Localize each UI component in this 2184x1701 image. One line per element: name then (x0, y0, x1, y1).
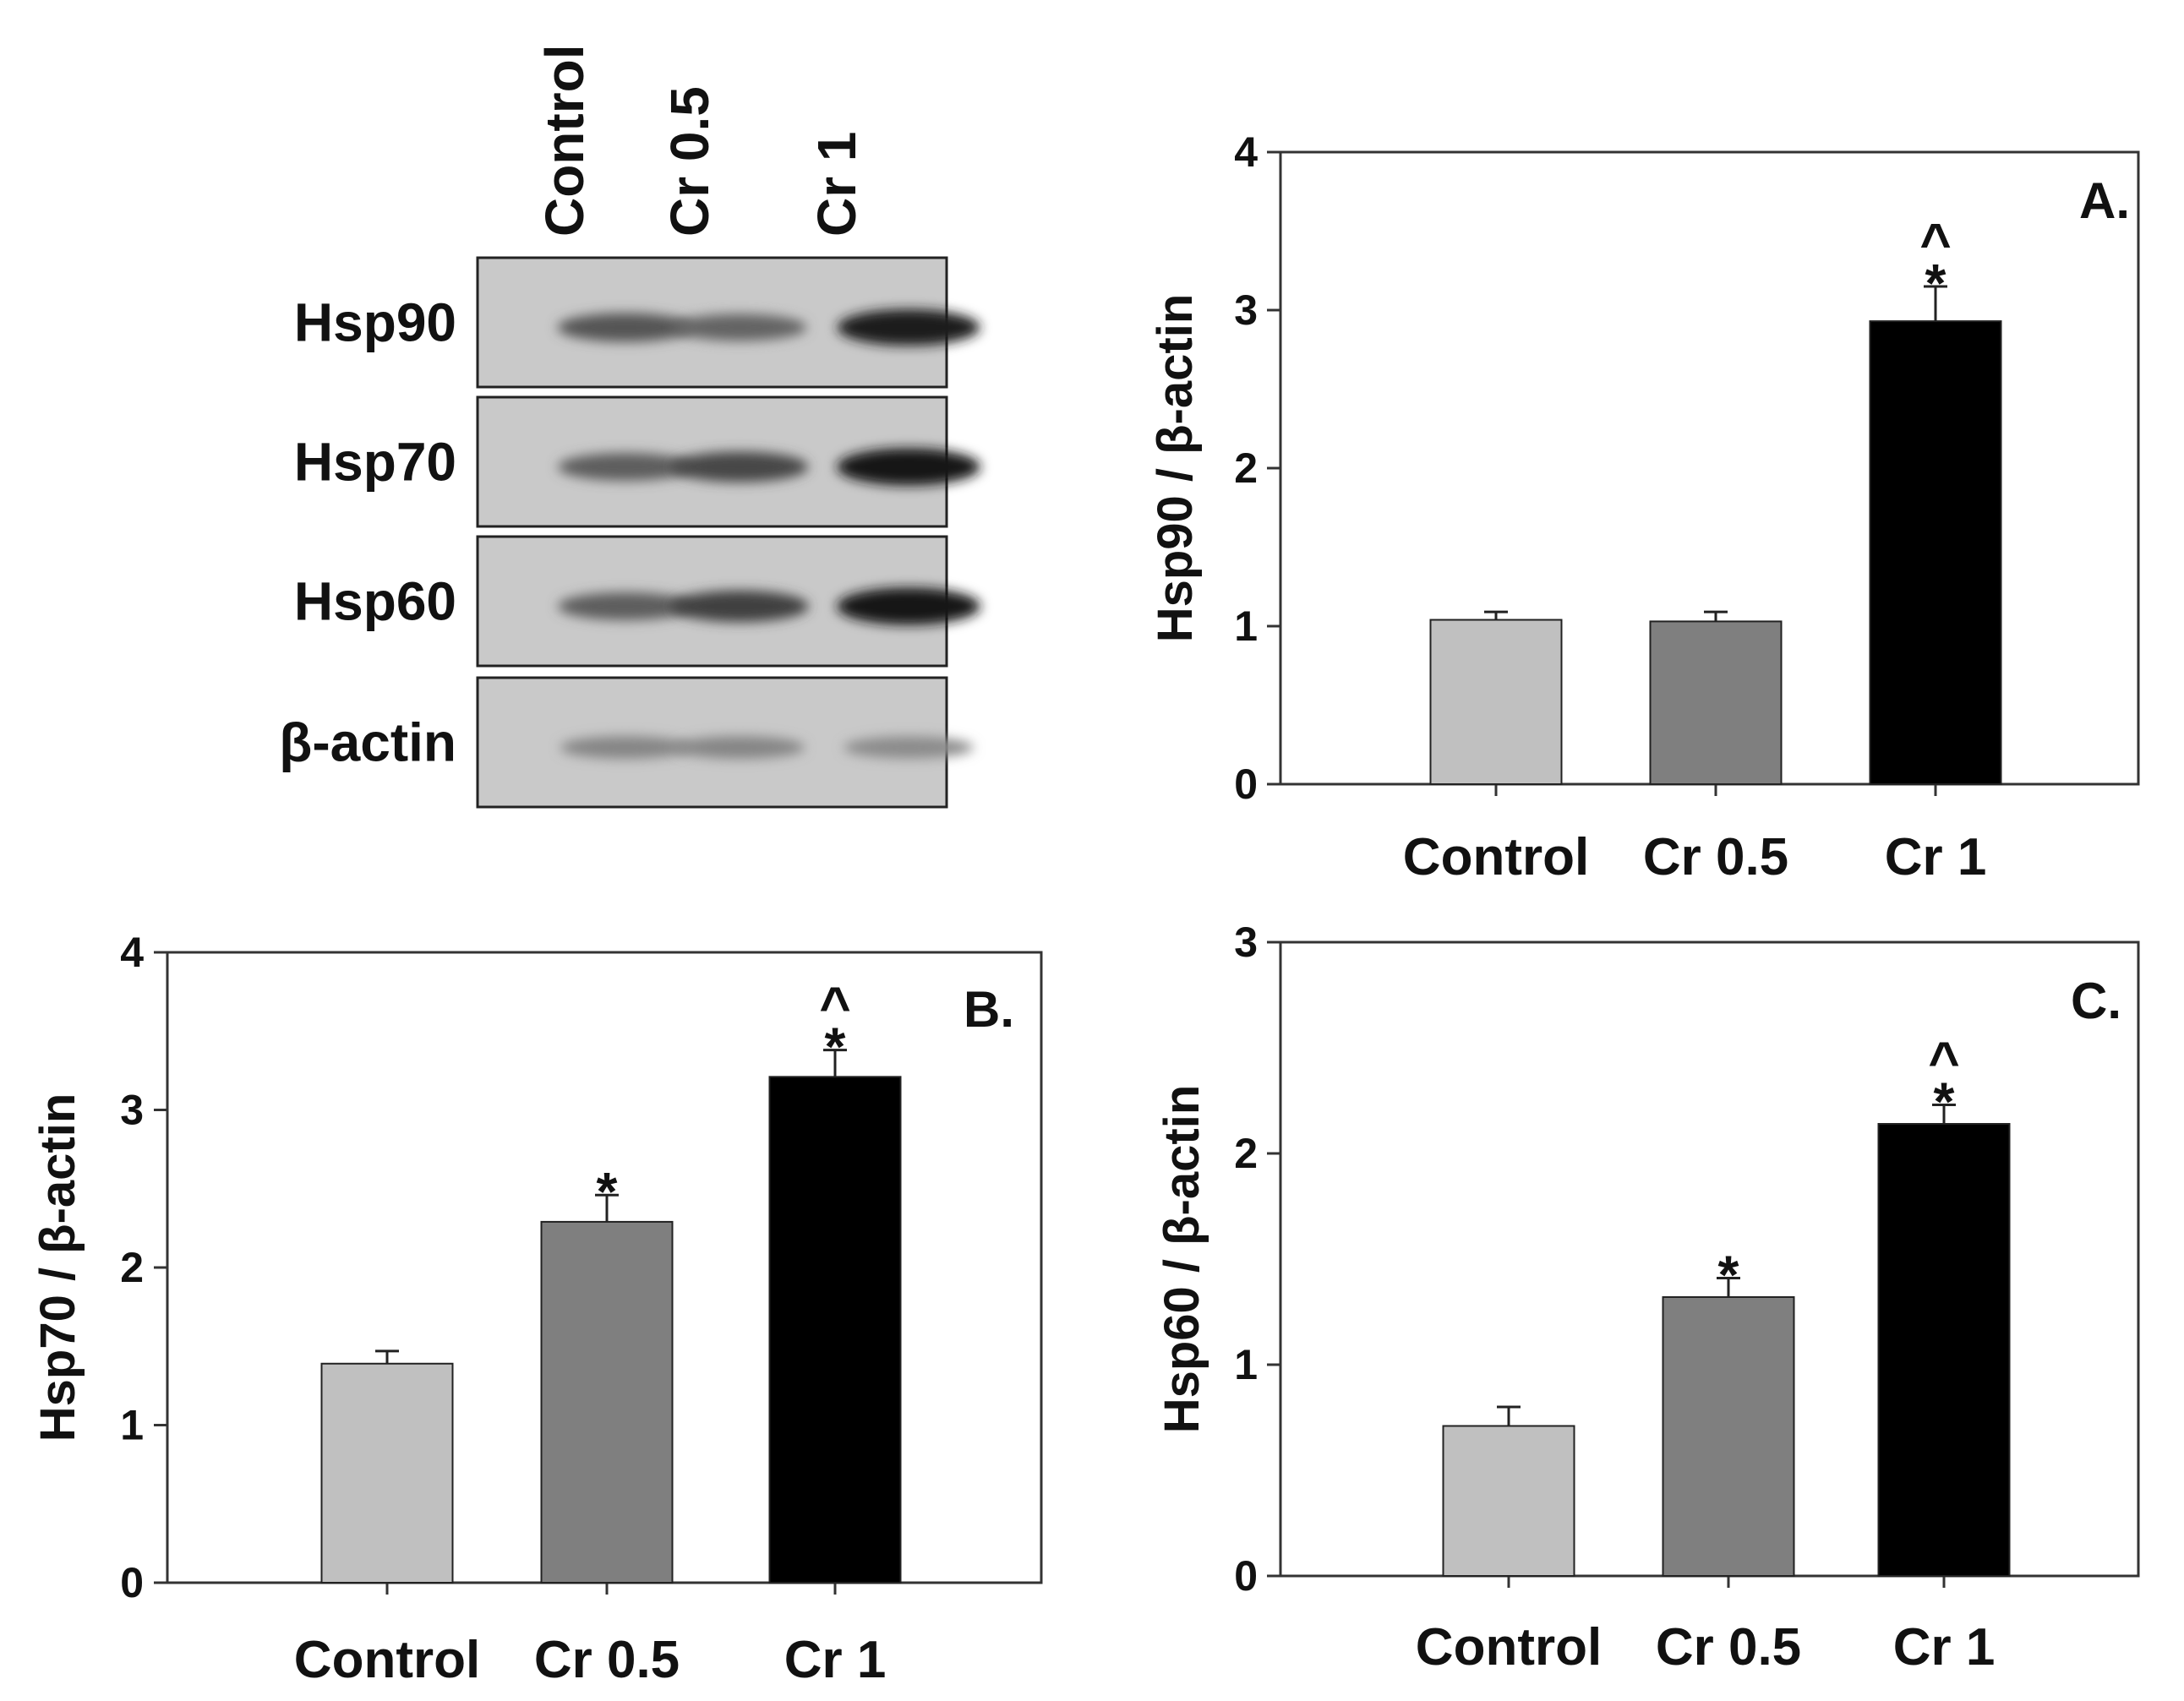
bar (540, 1220, 674, 1584)
bar (320, 1362, 454, 1584)
blot-band (557, 313, 694, 342)
significance-asterisk: * (597, 1161, 618, 1222)
y-tick-label: 0 (1234, 1552, 1258, 1600)
significance-caret: ^ (819, 976, 850, 1037)
y-tick-label: 1 (120, 1402, 144, 1449)
y-tick-label: 4 (1234, 128, 1258, 176)
x-category-label: Control (294, 1631, 480, 1689)
x-category-label: Control (1416, 1618, 1602, 1676)
blot-band (674, 736, 805, 759)
blot-band (560, 736, 691, 759)
lane-label: Cr 0.5 (659, 86, 720, 237)
blot-row-label: Hsp90 (294, 292, 456, 353)
y-axis-title: Hsp90 / β-actin (1148, 294, 1203, 643)
y-axis-title: Hsp60 / β-actin (1155, 1085, 1209, 1434)
panel-letter: B. (964, 981, 1014, 1038)
chart-hsp90: 0 1 2 3 4 Control Cr 0.5 *^ Cr 1 Hsp90 / β-actin A… (1148, 128, 2140, 886)
blot-band (837, 309, 980, 346)
significance-asterisk: * (1925, 253, 1946, 313)
x-category-label: Control (1403, 828, 1589, 886)
x-category-label: Cr 0.5 (1656, 1618, 1801, 1676)
panel-letter: A. (2079, 172, 2130, 229)
blot-band (670, 451, 809, 482)
x-category-label: Cr 1 (784, 1631, 887, 1689)
bar (1649, 620, 1783, 786)
blot-band (558, 453, 693, 481)
x-category-label: Cr 1 (1893, 1618, 1996, 1676)
y-axis-title: Hsp70 / β-actin (30, 1093, 85, 1442)
bar (1429, 619, 1563, 786)
bar (1877, 1123, 2011, 1577)
y-tick-label: 0 (1234, 761, 1258, 808)
lane-label: Cr 1 (806, 132, 867, 237)
lane-label: Control (534, 45, 595, 237)
blot-band (837, 448, 980, 486)
x-category-label: Cr 0.5 (1643, 828, 1788, 886)
y-tick-label: 3 (120, 1087, 144, 1134)
y-tick-label: 0 (120, 1559, 144, 1606)
bar (1869, 320, 2002, 785)
blot-band (837, 587, 980, 625)
blot-band (672, 313, 807, 341)
significance-asterisk: * (825, 1017, 846, 1077)
y-tick-label: 2 (1234, 444, 1258, 492)
y-tick-label: 4 (120, 929, 144, 976)
blot-row-label: β-actin (279, 712, 456, 773)
bar (768, 1076, 902, 1584)
blot-row-label: Hsp70 (294, 432, 456, 493)
y-tick-label: 1 (1234, 602, 1258, 650)
x-category-label: Cr 1 (1885, 828, 1987, 886)
significance-asterisk: * (1718, 1245, 1739, 1306)
significance-caret: ^ (1919, 212, 1951, 273)
significance-caret: ^ (1928, 1031, 1959, 1092)
y-tick-label: 2 (1234, 1130, 1258, 1177)
x-category-label: Cr 0.5 (534, 1631, 680, 1689)
y-tick-label: 2 (120, 1244, 144, 1291)
bar (1662, 1296, 1795, 1577)
significance-asterisk: * (1934, 1071, 1955, 1132)
y-tick-label: 1 (1234, 1341, 1258, 1388)
blot-band (558, 592, 693, 620)
y-tick-label: 3 (1234, 919, 1258, 966)
blot-band (670, 590, 809, 623)
panel-letter: C. (2071, 973, 2121, 1029)
blot-band (844, 736, 974, 759)
western-blot: Control Cr 0.5 Cr 1 Hsp90 Hsp70 Hsp60 β-actin (279, 45, 980, 809)
blot-row-label: Hsp60 (294, 571, 456, 632)
bar (1442, 1425, 1575, 1577)
y-tick-label: 3 (1234, 286, 1258, 334)
